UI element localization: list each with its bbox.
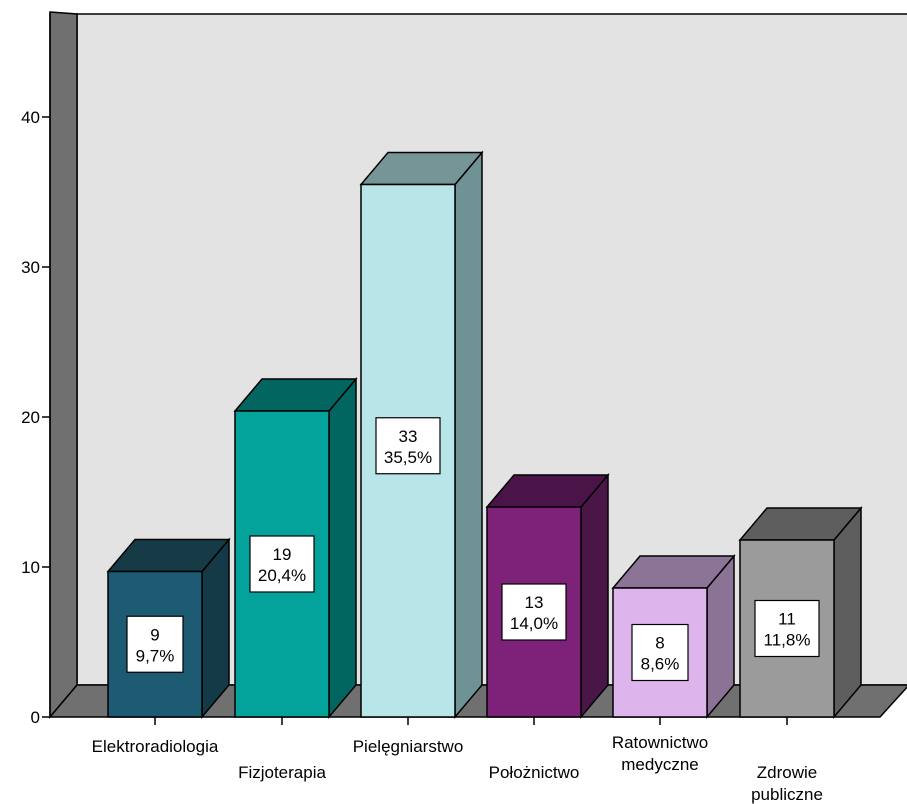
data-label-box: [375, 417, 441, 475]
data-label-percent: 8,6%: [641, 655, 680, 674]
y-tick-label: 20: [21, 408, 40, 427]
data-label-box: [631, 623, 689, 682]
x-tick-label-line: Elektroradiologia: [92, 737, 219, 756]
x-tick-label-line: Pielęgniarstwo: [353, 737, 464, 756]
data-label-percent: 20,4%: [258, 566, 306, 585]
data-label-percent: 9,7%: [136, 646, 175, 665]
x-tick-label: Elektroradiologia: [92, 737, 219, 756]
data-label-percent: 14,0%: [510, 614, 558, 633]
x-tick-label: Fizjoterapia: [238, 763, 326, 782]
data-label-count: 19: [273, 545, 292, 564]
x-tick-label-line: medyczne: [621, 755, 698, 774]
x-tick-label-line: Fizjoterapia: [238, 763, 326, 782]
data-label-count: 9: [150, 625, 159, 644]
bar-2: 19 20,4%: [233, 376, 358, 725]
y-tick-label: 40: [21, 108, 40, 127]
x-tick-label-line: Położnictwo: [489, 763, 580, 782]
data-label-box: [754, 599, 820, 658]
data-label-count: 11: [778, 610, 796, 629]
bar-5: 8 8,6%: [611, 553, 736, 725]
x-tick-label-line: Zdrowie: [757, 763, 817, 782]
bar-side-face: [454, 150, 483, 720]
plot-side-wall: [49, 11, 78, 720]
bar-side-face: [833, 505, 862, 720]
x-tick-label: Pielęgniarstwo: [353, 737, 464, 756]
x-tick-label: Ratownictwo medyczne: [612, 733, 708, 774]
x-tick-label: Położnictwo: [489, 763, 580, 782]
data-label-count: 8: [655, 634, 664, 653]
data-label-percent: 35,5%: [384, 448, 432, 467]
bar-4: 13 14,0%: [485, 472, 610, 725]
data-label-box: [126, 615, 184, 673]
bar-1: 9 9,7%: [106, 537, 231, 725]
x-tick-label: Zdrowie publiczne: [751, 763, 823, 804]
y-tick-label: 0: [31, 708, 40, 727]
bar-side-face: [328, 376, 357, 720]
data-label-box: [501, 583, 567, 641]
data-label-percent: 11,8%: [764, 631, 811, 650]
bar-3: 33 35,5%: [359, 150, 484, 725]
bar-6: 11 11,8%: [738, 505, 863, 725]
x-tick-label-line: Ratownictwo: [612, 733, 708, 752]
y-tick-label: 30: [21, 258, 40, 277]
data-label-count: 13: [525, 593, 544, 612]
data-label-count: 33: [399, 427, 418, 446]
bar-side-face: [580, 472, 609, 720]
x-tick-label-line: publiczne: [751, 785, 823, 804]
data-label-box: [249, 535, 315, 593]
y-tick-label: 10: [21, 558, 40, 577]
